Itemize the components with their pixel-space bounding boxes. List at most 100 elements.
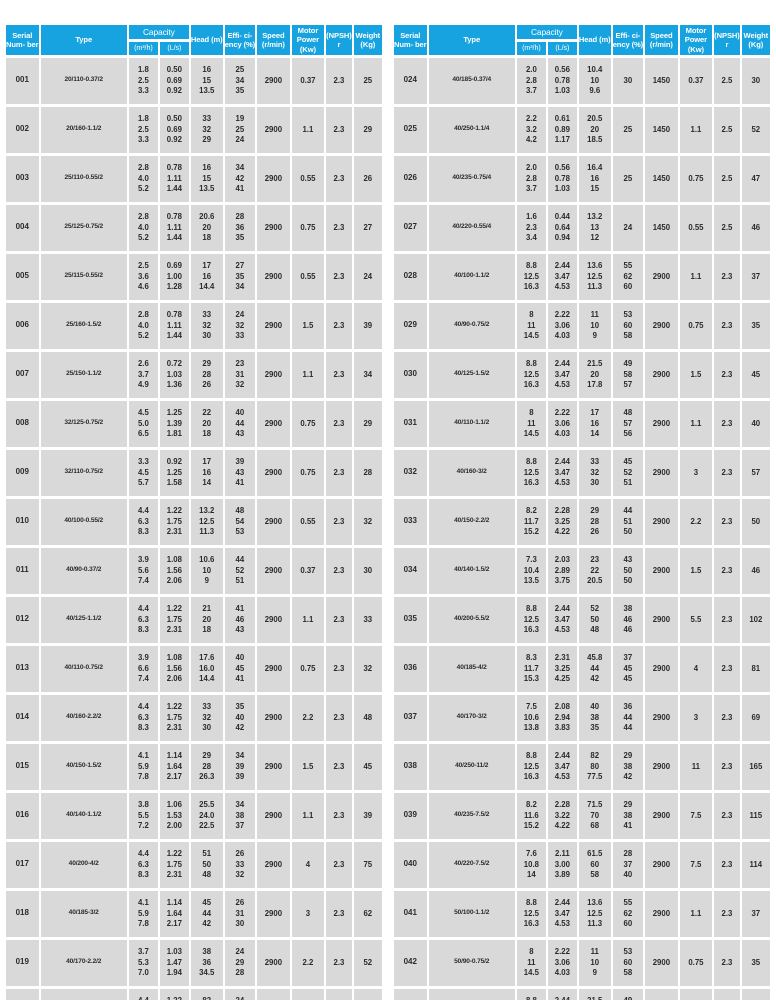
cell-weight: 25 [353, 57, 382, 104]
cell-capacity-m3h: 8.8 12.5 16.3 [516, 988, 546, 1000]
cell-capacity-m3h: 2.6 3.7 4.9 [128, 351, 158, 398]
cell-serial-number: 029 [394, 302, 427, 349]
table-row: 040 40/220-7.5/2 7.6 10.8 14 2.11 3.00 3.89… [394, 841, 770, 888]
cell-efficiency: 29 38 42 [612, 743, 644, 790]
cell-motor-power: 3 [679, 694, 713, 741]
cell-speed: 1450 [645, 57, 678, 104]
table-row: 034 40/140-1.5/2 7.3 10.4 13.5 2.03 2.89 3.… [394, 547, 770, 594]
cell-speed: 2900 [257, 890, 290, 937]
header-speed: Speed (r/min) [257, 25, 290, 55]
cell-serial-number: 012 [6, 596, 39, 643]
table-row: 005 25/115-0.55/2 2.5 3.6 4.6 0.69 1.00 1.2… [6, 253, 382, 300]
table-row: 006 25/160-1.5/2 2.8 4.0 5.2 0.78 1.11 1.44… [6, 302, 382, 349]
cell-capacity-m3h: 7.5 10.6 13.8 [516, 694, 546, 741]
cell-capacity-m3h: 4.4 6.3 8.3 [128, 498, 158, 545]
cell-speed: 2900 [645, 302, 678, 349]
cell-npsh: 2.3 [714, 351, 740, 398]
cell-speed: 2900 [645, 596, 678, 643]
cell-speed: 2900 [257, 988, 290, 1000]
cell-speed: 2900 [257, 841, 290, 888]
cell-type: 40/90-0.75/2 [428, 302, 515, 349]
cell-capacity-ls: 1.22 1.75 2.31 [159, 498, 189, 545]
table-row: 007 25/150-1.1/2 2.6 3.7 4.9 0.72 1.03 1.36… [6, 351, 382, 398]
cell-serial-number: 011 [6, 547, 39, 594]
cell-type: 20/110-0.37/2 [40, 57, 127, 104]
cell-capacity-ls: 0.50 0.69 0.92 [159, 106, 189, 153]
table-row: 037 40/170-3/2 7.5 10.6 13.8 2.08 2.94 3.83… [394, 694, 770, 741]
table-header-left: Serial Num- ber Type Capacity Head (m) E… [6, 25, 382, 55]
cell-motor-power: 2.2 [679, 498, 713, 545]
cell-efficiency: 30 [612, 57, 644, 104]
cell-capacity-ls: 2.22 3.06 4.03 [547, 400, 577, 447]
header-capacity-ls: (L/s) [547, 42, 577, 55]
cell-weight: 34 [353, 351, 382, 398]
cell-motor-power: 0.75 [291, 645, 325, 692]
table-row: 039 40/235-7.5/2 8.2 11.6 15.2 2.28 3.22 4.… [394, 792, 770, 839]
cell-weight: 39 [353, 302, 382, 349]
cell-efficiency: 24 29 28 [224, 939, 256, 986]
cell-type: 32/125-0.75/2 [40, 400, 127, 447]
cell-efficiency: 24 [612, 204, 644, 251]
cell-capacity-ls: 2.28 3.25 4.22 [547, 498, 577, 545]
table-header-right: Serial Num- ber Type Capacity Head (m) E… [394, 25, 770, 55]
cell-weight: 35 [741, 302, 770, 349]
cell-efficiency: 49 58 57 [612, 351, 644, 398]
cell-capacity-ls: 0.92 1.25 1.58 [159, 449, 189, 496]
cell-head: 10.6 10 9 [190, 547, 223, 594]
cell-weight: 35 [741, 939, 770, 986]
header-capacity-m3h: (m³/h) [128, 42, 158, 55]
table-row: 032 40/160-3/2 8.8 12.5 16.3 2.44 3.47 4.53… [394, 449, 770, 496]
header-efficiency: Effi- ci-ency (%) [612, 25, 643, 55]
cell-type: 40/90-0.37/2 [40, 547, 127, 594]
cell-head: 11 10 9 [578, 939, 611, 986]
cell-motor-power: 1.1 [291, 792, 325, 839]
cell-weight: 52 [353, 939, 382, 986]
cell-type: 40/100-0.55/2 [40, 498, 127, 545]
cell-motor-power: 1.1 [679, 253, 713, 300]
cell-speed: 2900 [257, 694, 290, 741]
cell-serial-number: 042 [394, 939, 427, 986]
cell-serial-number: 020 [6, 988, 39, 1000]
cell-type: 40/250-1.1/4 [428, 106, 515, 153]
cell-serial-number: 043 [394, 988, 427, 1000]
cell-head: 11 10 9 [578, 302, 611, 349]
cell-capacity-m3h: 8.8 12.5 16.3 [516, 743, 546, 790]
cell-head: 23 22 20.5 [578, 547, 611, 594]
cell-motor-power: 1.1 [291, 351, 325, 398]
cell-speed: 2900 [645, 547, 678, 594]
cell-capacity-m3h: 4.4 6.3 8.3 [128, 694, 158, 741]
cell-motor-power: 3 [679, 449, 713, 496]
cell-capacity-ls: 2.44 3.47 4.53 [547, 890, 577, 937]
cell-motor-power: 0.75 [291, 400, 325, 447]
pump-spec-table-right: Serial Num- ber Type Capacity Head (m) E… [392, 22, 772, 1000]
table-row: 011 40/90-0.37/2 3.9 5.6 7.4 1.08 1.56 2.06… [6, 547, 382, 594]
cell-head: 33 32 29 [190, 106, 223, 153]
cell-speed: 2900 [257, 57, 290, 104]
cell-weight: 28 [353, 449, 382, 496]
cell-npsh: 2.3 [326, 498, 352, 545]
cell-npsh: 2.5 [714, 204, 740, 251]
cell-capacity-ls: 2.22 3.06 4.03 [547, 302, 577, 349]
cell-head: 17 16 14.4 [190, 253, 223, 300]
cell-npsh: 2.3 [326, 57, 352, 104]
cell-head: 52 50 48 [578, 596, 611, 643]
cell-motor-power: 0.75 [291, 204, 325, 251]
cell-serial-number: 005 [6, 253, 39, 300]
cell-npsh: 2.3 [714, 449, 740, 496]
table-row: 024 40/185-0.37/4 2.0 2.8 3.7 0.56 0.78 1.0… [394, 57, 770, 104]
table-row: 019 40/170-2.2/2 3.7 5.3 7.0 1.03 1.47 1.94… [6, 939, 382, 986]
cell-speed: 2900 [645, 841, 678, 888]
cell-npsh: 2.3 [326, 596, 352, 643]
cell-capacity-ls: 0.78 1.11 1.44 [159, 302, 189, 349]
cell-npsh: 2.3 [714, 841, 740, 888]
cell-capacity-ls: 2.08 2.94 3.83 [547, 694, 577, 741]
cell-efficiency: 27 35 34 [224, 253, 256, 300]
cell-speed: 2900 [645, 645, 678, 692]
cell-capacity-m3h: 8.8 12.5 16.3 [516, 253, 546, 300]
cell-capacity-m3h: 4.4 6.3 8.3 [128, 988, 158, 1000]
cell-type: 40/150-2.2/2 [428, 498, 515, 545]
cell-speed: 2900 [645, 498, 678, 545]
cell-head: 51 50 48 [190, 841, 223, 888]
cell-type: 40/140-1.5/2 [428, 547, 515, 594]
cell-weight: 106 [353, 988, 382, 1000]
